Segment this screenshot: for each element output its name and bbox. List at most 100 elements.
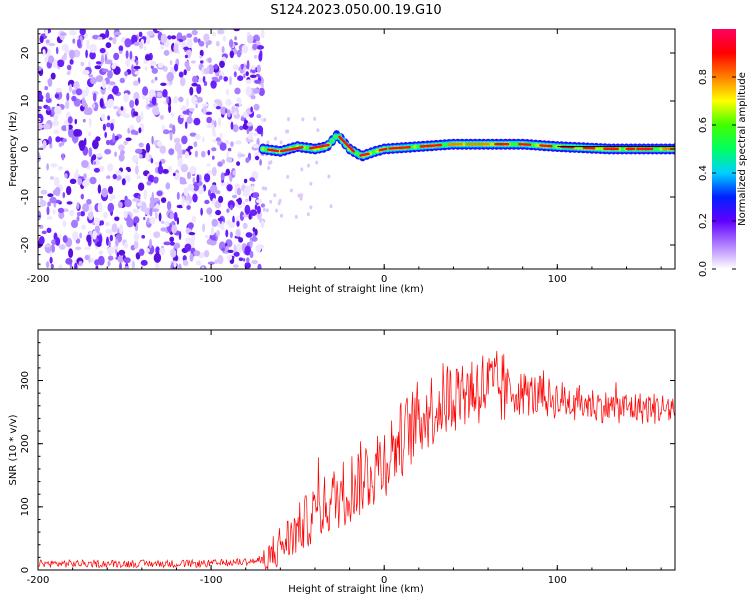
noise-blob [232,124,239,133]
noise-blob [98,250,104,256]
noise-blob [61,43,69,52]
noise-blob [200,207,203,216]
noise-blob [160,82,167,87]
noise-blob [139,153,143,159]
noise-blob [131,260,136,269]
colorbar-label: Normalized spectral amplitude [737,72,748,226]
noise-blob [97,184,102,194]
noise-blob [169,60,173,66]
noise-blob [253,132,259,137]
noise-blob [191,29,198,36]
noise-blob [254,204,258,211]
trace-peak [518,142,532,146]
noise-blob [146,248,150,253]
noise-blob [88,131,92,137]
noise-blob [309,205,313,210]
noise-blob [124,266,130,269]
noise-blob [187,145,193,150]
noise-blob [193,36,198,43]
noise-blob [100,220,104,226]
noise-blob [256,64,261,73]
noise-blob [167,35,172,40]
noise-blob [114,151,117,157]
noise-blob [118,144,125,151]
noise-blob [100,54,105,65]
noise-blob [232,170,236,176]
noise-blob [129,99,135,109]
noise-blob [168,165,173,173]
noise-blob [238,153,246,158]
colorbar-tick-label: 0.2 [698,213,709,229]
noise-blob [116,175,122,181]
noise-blob [124,199,132,208]
noise-blob [76,201,80,210]
noise-blob [81,97,86,107]
noise-blob [214,63,218,70]
noise-blob [134,71,140,75]
noise-blob [136,115,142,123]
noise-blob [205,42,209,49]
noise-blob [267,166,271,170]
x-tick-label: -200 [27,274,50,285]
noise-blob [193,250,201,257]
noise-blob [133,91,140,101]
trace-peak [338,135,355,153]
colorbar-tick-label: 0.0 [698,261,709,277]
trace-core [444,142,449,147]
noise-blob [41,230,47,235]
noise-blob [52,119,59,127]
noise-blob [131,34,138,45]
noise-blob [82,203,89,213]
noise-blob [215,190,221,195]
noise-blob [211,218,218,227]
y-tick-label: 20 [20,47,31,60]
noise-blob [48,42,56,47]
noise-blob [62,138,67,143]
noise-blob [47,193,54,197]
noise-blob [88,74,94,78]
noise-blob [112,36,117,45]
trace-core [513,142,519,147]
noise-blob [249,250,254,259]
noise-blob [53,129,60,135]
noise-blob [206,65,210,75]
trace-core [333,134,339,139]
noise-blob [261,83,265,88]
noise-blob [219,142,227,151]
trace-core [554,144,560,149]
noise-blob [239,211,245,222]
noise-blob [165,182,171,190]
noise-blob [161,124,165,130]
noise-blob [246,60,250,70]
noise-blob [236,97,240,103]
noise-blob [54,93,60,99]
noise-blob [113,105,119,110]
x-tick-label: -200 [27,575,50,586]
noise-blob [201,266,205,269]
noise-blob [91,103,96,109]
noise-blob [107,255,114,261]
noise-blob [204,199,210,205]
x-tick-label: 0 [381,575,387,586]
noise-blob [178,71,184,78]
noise-blob [254,79,261,84]
noise-blob [188,112,192,118]
noise-blob [182,259,189,266]
noise-blob [247,34,254,44]
noise-blob [170,112,175,117]
noise-blob [159,114,165,120]
noise-blob [38,105,43,110]
noise-blob [226,208,230,213]
noise-blob [251,259,259,265]
noise-blob [160,220,165,224]
noise-blob [260,203,266,208]
noise-blob [110,122,114,131]
noise-blob [178,96,184,102]
noise-blob [258,87,265,97]
noise-blob [123,113,130,119]
noise-blob [227,109,231,118]
noise-blob [254,228,258,236]
noise-blob [159,145,167,154]
trace-core [409,145,415,150]
